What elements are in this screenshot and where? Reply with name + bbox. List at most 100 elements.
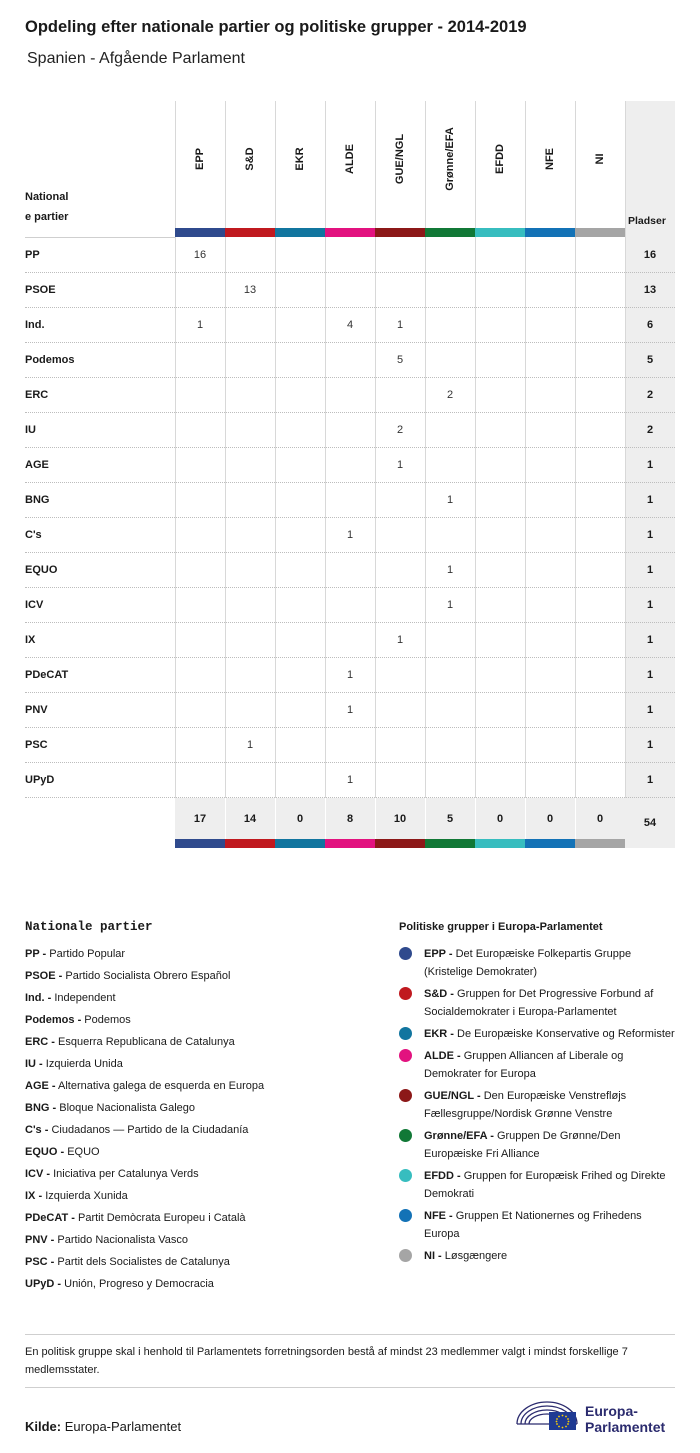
page-subtitle: Spanien - Afgående Parlament — [27, 50, 245, 67]
national-party-legend-item: PP - Partido Popular — [25, 943, 385, 965]
party-seat-total: 5 — [646, 354, 654, 366]
group-color-dot — [399, 1049, 412, 1062]
national-party-legend-item: IU - Izquierda Unida — [25, 1053, 385, 1075]
group-total-color-bar — [225, 839, 275, 848]
source-label: Kilde: — [25, 1419, 62, 1434]
group-full-name: Gruppen De Grønne/Den Europæiske Fri All… — [424, 1130, 621, 1160]
party-full-name: Alternativa galega de esquerda en Europa — [58, 1080, 265, 1092]
seat-count-cell: 1 — [396, 634, 404, 646]
column-divider — [225, 101, 226, 798]
party-name: Podemos — [25, 354, 75, 366]
column-divider — [325, 101, 326, 798]
table-row: Podemos 5 5 — [25, 343, 675, 378]
column-divider — [525, 101, 526, 798]
national-party-legend-item: UPyD - Unión, Progreso y Democracia — [25, 1273, 385, 1295]
group-header-efdd: EFDD — [475, 101, 525, 228]
party-full-name: Izquierda Xunida — [45, 1190, 128, 1202]
group-header-nfe: NFE — [525, 101, 575, 228]
column-divider — [575, 101, 576, 798]
group-total-color-bar — [475, 839, 525, 848]
seat-count-cell: 1 — [396, 459, 404, 471]
seat-count-cell: 1 — [346, 669, 354, 681]
seat-count-cell: 1 — [346, 704, 354, 716]
group-color-bar — [175, 228, 225, 237]
party-abbreviation: IU - — [25, 1058, 43, 1070]
group-full-name: Gruppen for Europæisk Frihed og Direkte … — [424, 1170, 666, 1200]
group-color-dot — [399, 1209, 412, 1222]
table-row: ICV 1 1 — [25, 588, 675, 623]
seat-count-cell: 1 — [446, 599, 454, 611]
political-groups-legend: Politiske grupper i Europa-Parlamentet E… — [399, 921, 679, 1269]
group-header-label: ALDE — [344, 144, 356, 174]
group-full-name: Det Europæiske Folkepartis Gruppe (Krist… — [424, 948, 632, 978]
group-header-epp: EPP — [175, 101, 225, 228]
source-value: Europa-Parlamentet — [64, 1419, 182, 1434]
group-total-color-bar — [525, 839, 575, 848]
totals-divider — [425, 798, 426, 839]
grand-total: 54 — [643, 817, 657, 829]
european-parliament-emblem-icon — [516, 1401, 578, 1430]
column-divider — [175, 101, 176, 798]
group-header-label: EFDD — [494, 144, 506, 174]
table-row: BNG 1 1 — [25, 483, 675, 518]
political-groups-legend-heading: Politiske grupper i Europa-Parlamentet — [399, 921, 603, 933]
group-abbreviation: EFDD - — [424, 1170, 461, 1182]
group-total-cell: 17 — [193, 813, 207, 825]
totals-divider — [225, 798, 226, 839]
group-abbreviation: ALDE - — [424, 1050, 461, 1062]
party-full-name: Ciudadanos — Partido de la Ciudadanía — [51, 1124, 249, 1136]
party-abbreviation: PSOE - — [25, 970, 63, 982]
party-seat-total: 1 — [646, 774, 654, 786]
group-abbreviation: Grønne/EFA - — [424, 1130, 494, 1142]
political-group-legend-item: Grønne/EFA - Gruppen De Grønne/Den Europ… — [399, 1127, 679, 1163]
party-seat-total: 6 — [646, 319, 654, 331]
group-header-label: NI — [594, 153, 606, 165]
national-party-legend-item: PSC - Partit dels Socialistes de Catalun… — [25, 1251, 385, 1273]
seat-count-cell: 1 — [346, 529, 354, 541]
party-name: UPyD — [25, 774, 55, 786]
national-party-legend-item: IX - Izquierda Xunida — [25, 1185, 385, 1207]
column-divider — [625, 101, 626, 798]
national-party-legend-item: ERC - Esquerra Republicana de Catalunya — [25, 1031, 385, 1053]
group-header-gue-ngl: GUE/NGL — [375, 101, 425, 228]
party-full-name: Esquerra Republicana de Catalunya — [58, 1036, 235, 1048]
group-header-label: EPP — [194, 147, 206, 171]
group-color-bar — [225, 228, 275, 237]
national-party-legend-item: Ind. - Independent — [25, 987, 385, 1009]
group-color-bar — [425, 228, 475, 237]
group-total-cell: 10 — [393, 813, 407, 825]
seat-count-cell: 1 — [446, 564, 454, 576]
party-name: PDeCAT — [25, 669, 69, 681]
seats-column-shade — [625, 101, 675, 848]
totals-divider — [325, 798, 326, 839]
party-name: PSOE — [25, 284, 56, 296]
group-header-label: Grønne/EFA — [444, 127, 456, 191]
column-divider — [475, 101, 476, 798]
seat-distribution-table: National e partier Pladser EPP S&D EKR ALDE… — [25, 101, 675, 848]
party-full-name: Partido Nacionalista Vasco — [57, 1234, 189, 1246]
header-divider — [25, 237, 175, 238]
party-abbreviation: Ind. - — [25, 992, 52, 1004]
party-name: EQUO — [25, 564, 58, 576]
political-group-legend-item: EFDD - Gruppen for Europæisk Frihed og D… — [399, 1167, 679, 1203]
group-color-bar — [575, 228, 625, 237]
party-full-name: Partit dels Socialistes de Catalunya — [57, 1256, 230, 1268]
party-full-name: Partido Socialista Obrero Español — [65, 970, 231, 982]
party-name: AGE — [25, 459, 49, 471]
table-header: National e partier Pladser EPP S&D EKR ALDE… — [25, 101, 675, 238]
party-full-name: Partit Demòcrata Europeu i Català — [77, 1212, 246, 1224]
totals-row: 54 17 14 0 8 10 5 0 0 0 — [25, 798, 675, 848]
note-divider-bottom — [25, 1387, 675, 1388]
national-parties-header: National e partier — [25, 191, 69, 223]
national-party-legend-item: EQUO - EQUO — [25, 1141, 385, 1163]
seat-count-cell: 2 — [446, 389, 454, 401]
party-full-name: Izquierda Unida — [45, 1058, 123, 1070]
party-name: BNG — [25, 494, 50, 506]
group-header-label: GUE/NGL — [394, 133, 406, 185]
seat-count-cell: 16 — [193, 249, 207, 261]
political-group-legend-item: S&D - Gruppen for Det Progressive Forbun… — [399, 985, 679, 1021]
column-divider — [425, 101, 426, 798]
group-abbreviation: NI - — [424, 1250, 442, 1262]
group-header-gr-nne-efa: Grønne/EFA — [425, 101, 475, 228]
group-color-bar — [375, 228, 425, 237]
